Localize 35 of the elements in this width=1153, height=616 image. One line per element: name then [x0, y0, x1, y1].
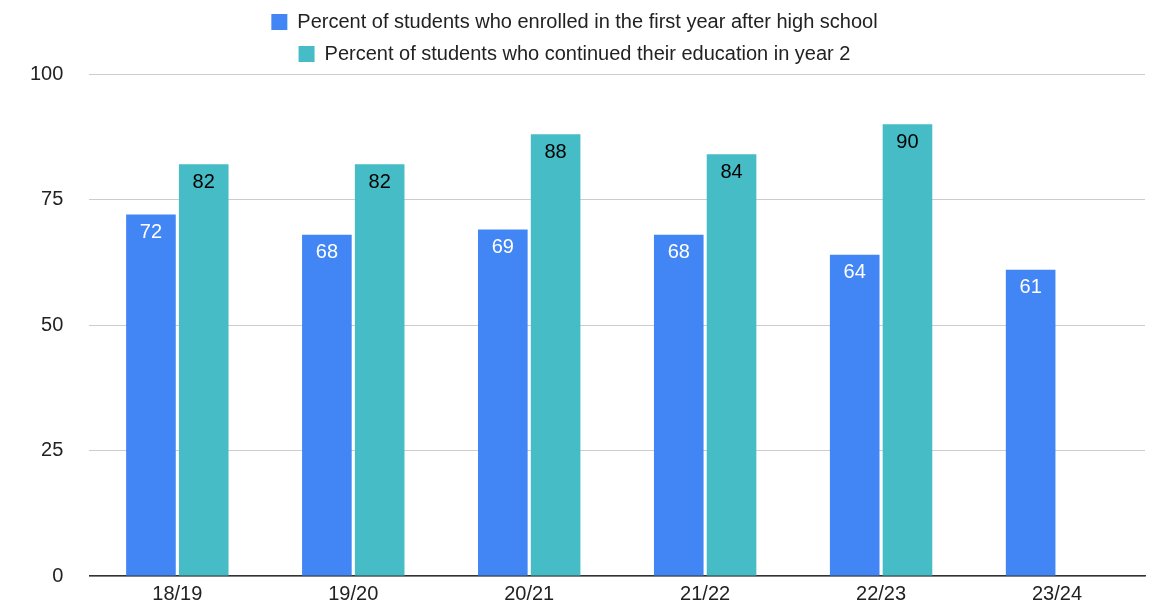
- bar: [653, 234, 704, 576]
- bar: [178, 164, 229, 576]
- data-label: 72: [139, 220, 163, 243]
- bar: [530, 134, 581, 576]
- x-tick-label: 23/24: [1032, 581, 1083, 604]
- data-label: 68: [667, 240, 690, 263]
- x-tick-label: 22/23: [856, 581, 907, 604]
- bar: [302, 234, 352, 576]
- legend-label: Percent of students who continued their education in year 2: [324, 41, 851, 64]
- x-tick-label: 20/21: [504, 581, 555, 604]
- data-label: 68: [315, 240, 339, 263]
- legend-label: Percent of students who enrolled in the first year after high school: [297, 9, 878, 32]
- y-tick-label: 25: [41, 438, 64, 461]
- data-label: 82: [368, 169, 391, 192]
- data-label: 64: [843, 260, 866, 283]
- x-tick-label: 21/22: [680, 581, 731, 604]
- bar: [354, 164, 405, 576]
- bar: [706, 154, 757, 576]
- bar: [882, 124, 933, 576]
- data-label: 82: [192, 169, 215, 192]
- bar: [829, 254, 880, 576]
- x-tick-label: 18/19: [152, 581, 203, 604]
- data-label: 69: [491, 235, 514, 258]
- data-label: 61: [1019, 275, 1042, 298]
- data-label: 88: [544, 139, 567, 162]
- bar: [478, 229, 528, 576]
- x-tick-label: 19/20: [328, 581, 379, 604]
- data-label: 90: [896, 129, 919, 152]
- y-tick-label: 100: [29, 61, 64, 84]
- bar: [1005, 269, 1056, 576]
- data-label: 84: [720, 159, 743, 182]
- y-tick-label: 50: [41, 312, 64, 335]
- y-tick-label: 0: [52, 563, 64, 586]
- bar: [126, 214, 176, 576]
- y-tick-label: 75: [41, 187, 64, 210]
